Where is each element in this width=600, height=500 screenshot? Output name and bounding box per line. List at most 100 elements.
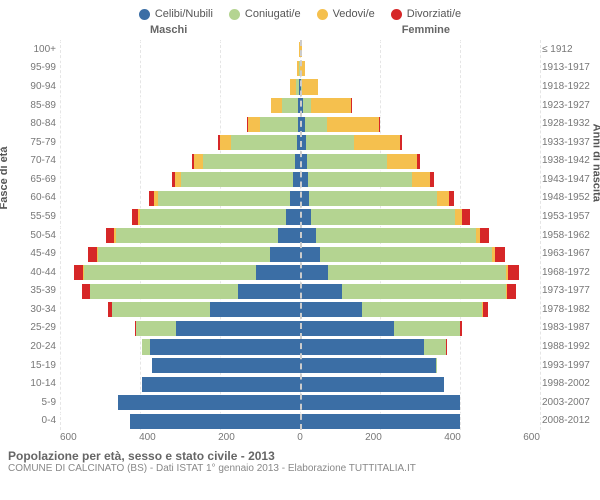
age-label: 15-19 xyxy=(22,360,56,371)
header-male: Maschi xyxy=(150,24,187,36)
seg-divorziati xyxy=(88,247,97,262)
year-label: 1988-1992 xyxy=(542,341,592,352)
legend-item: Vedovi/e xyxy=(317,8,375,20)
legend-dot xyxy=(139,9,150,20)
legend-item: Coniugati/e xyxy=(229,8,301,20)
bar-female xyxy=(300,338,540,354)
x-axis: 6004002000200400600 xyxy=(0,430,600,443)
legend-dot xyxy=(229,9,240,20)
year-label: 1973-1977 xyxy=(542,285,592,296)
x-tick: 200 xyxy=(365,432,382,443)
bar-female xyxy=(300,376,540,392)
seg-coniugati xyxy=(424,339,446,354)
seg-divorziati xyxy=(508,265,519,280)
seg-vedovi xyxy=(248,117,260,132)
age-label: 70-74 xyxy=(22,155,56,166)
seg-celibi xyxy=(300,247,320,262)
seg-celibi xyxy=(238,284,300,299)
bar-female xyxy=(300,227,540,243)
year-label: 2008-2012 xyxy=(542,415,592,426)
year-label: 1928-1932 xyxy=(542,118,592,129)
seg-celibi xyxy=(300,228,316,243)
legend: Celibi/Nubili Coniugati/e Vedovi/e Divorzia… xyxy=(0,0,600,24)
x-tick: 400 xyxy=(139,432,156,443)
bar-male xyxy=(60,394,300,410)
seg-coniugati xyxy=(136,321,176,336)
seg-divorziati xyxy=(106,228,114,243)
bar-female xyxy=(300,97,540,113)
year-label: 2003-2007 xyxy=(542,397,592,408)
age-label: 60-64 xyxy=(22,192,56,203)
legend-item: Divorziati/e xyxy=(391,8,461,20)
seg-coniugati xyxy=(116,228,278,243)
seg-vedovi xyxy=(412,172,430,187)
center-line xyxy=(300,40,302,430)
seg-celibi xyxy=(300,414,460,429)
bar-female xyxy=(300,134,540,150)
legend-label: Vedovi/e xyxy=(333,8,375,20)
seg-coniugati xyxy=(158,191,290,206)
seg-celibi xyxy=(286,209,300,224)
seg-divorziati xyxy=(495,247,505,262)
bar-female xyxy=(300,264,540,280)
seg-vedovi xyxy=(311,98,351,113)
seg-coniugati xyxy=(112,302,210,317)
bar-male xyxy=(60,41,300,57)
seg-divorziati xyxy=(507,284,516,299)
seg-divorziati xyxy=(483,302,488,317)
seg-celibi xyxy=(300,284,342,299)
seg-vedovi xyxy=(437,191,449,206)
age-label: 100+ xyxy=(22,44,56,55)
seg-coniugati xyxy=(320,247,492,262)
bar-female xyxy=(300,246,540,262)
legend-item: Celibi/Nubili xyxy=(139,8,213,20)
seg-celibi xyxy=(300,302,362,317)
age-label: 40-44 xyxy=(22,267,56,278)
seg-celibi xyxy=(293,172,300,187)
bar-female xyxy=(300,357,540,373)
age-label: 90-94 xyxy=(22,81,56,92)
seg-vedovi xyxy=(327,117,379,132)
bar-male xyxy=(60,190,300,206)
seg-coniugati xyxy=(90,284,238,299)
bar-male xyxy=(60,338,300,354)
seg-divorziati xyxy=(430,172,434,187)
bar-female xyxy=(300,320,540,336)
year-label: 1938-1942 xyxy=(542,155,592,166)
seg-celibi xyxy=(152,358,300,373)
footer: Popolazione per età, sesso e stato civil… xyxy=(0,443,600,474)
seg-coniugati xyxy=(308,172,412,187)
year-label: 1998-2002 xyxy=(542,378,592,389)
bar-male xyxy=(60,357,300,373)
bar-female xyxy=(300,190,540,206)
seg-celibi xyxy=(130,414,300,429)
x-tick: 600 xyxy=(60,432,77,443)
seg-celibi xyxy=(142,377,300,392)
seg-celibi xyxy=(300,339,424,354)
seg-celibi xyxy=(278,228,300,243)
age-label: 95-99 xyxy=(22,62,56,73)
seg-divorziati xyxy=(82,284,89,299)
bar-male xyxy=(60,97,300,113)
seg-celibi xyxy=(290,191,300,206)
seg-coniugati xyxy=(140,209,286,224)
bar-male xyxy=(60,376,300,392)
seg-vedovi xyxy=(354,135,400,150)
left-axis-title: Fasce di età xyxy=(0,147,10,210)
year-label: ≤ 1912 xyxy=(542,44,592,55)
seg-celibi xyxy=(256,265,300,280)
age-label: 30-34 xyxy=(22,304,56,315)
seg-coniugati xyxy=(303,98,311,113)
seg-coniugati xyxy=(142,339,150,354)
seg-coniugati xyxy=(436,358,437,373)
bar-female xyxy=(300,301,540,317)
age-label: 25-29 xyxy=(22,322,56,333)
bar-female xyxy=(300,413,540,429)
age-label: 45-49 xyxy=(22,248,56,259)
age-label: 0-4 xyxy=(22,415,56,426)
bar-female xyxy=(300,283,540,299)
age-label: 75-79 xyxy=(22,137,56,148)
year-label: 1993-1997 xyxy=(542,360,592,371)
seg-divorziati xyxy=(351,98,352,113)
bar-male xyxy=(60,227,300,243)
